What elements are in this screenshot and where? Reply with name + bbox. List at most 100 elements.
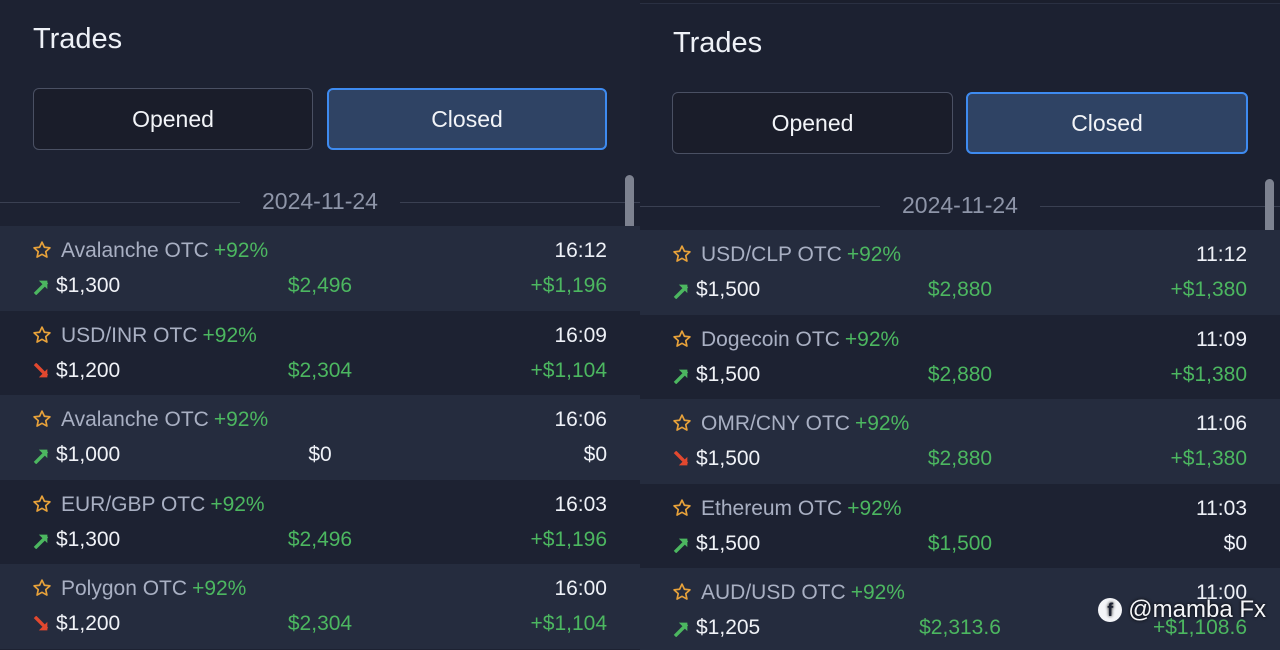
asset-label: AUD/USD OTC <box>701 581 846 605</box>
trade-profit: $0 <box>1223 531 1247 555</box>
payout-percent: +92% <box>844 327 900 351</box>
trade-amount: $1,500 <box>696 362 761 386</box>
trade-profit: +$1,196 <box>530 274 608 297</box>
trade-amount: $1,500 <box>696 447 761 471</box>
arrow-down-icon <box>33 616 50 633</box>
trade-time: 16:00 <box>554 577 607 601</box>
trade-list: USD/CLP OTC +92% 11:12 $1,500 $2,880 +$1,380 D… <box>640 230 1280 650</box>
star-icon[interactable] <box>672 582 692 602</box>
trade-row[interactable]: EUR/GBP OTC +92% 16:03 $1,300 $2,496 +$1,196 <box>0 479 640 565</box>
trade-payout: $1,500 <box>927 531 993 555</box>
star-icon[interactable] <box>32 325 52 345</box>
trade-row[interactable]: USD/INR OTC +92% 16:09 $1,200 $2,304 +$1,104 <box>0 310 640 396</box>
asset-name: Avalanche OTC +92% <box>61 408 268 432</box>
trade-amount: $1,200 <box>56 612 121 636</box>
trade-row[interactable]: AUD/USD OTC +92% 11:00 $1,205 $2,313.6 +$1,10… <box>640 568 1280 650</box>
trade-list: Avalanche OTC +92% 16:12 $1,300 $2,496 +$1,19… <box>0 226 640 649</box>
trade-time: 16:06 <box>554 408 607 432</box>
star-icon[interactable] <box>672 329 692 349</box>
trade-time: 11:00 <box>1196 581 1247 605</box>
date-label: 2024-11-24 <box>262 188 378 214</box>
star-icon[interactable] <box>672 413 692 433</box>
payout-percent: +92% <box>846 243 902 266</box>
star-icon[interactable] <box>32 240 52 260</box>
trade-row[interactable]: Dogecoin OTC +92% 11:09 $1,500 $2,880 +$1,380 <box>640 314 1280 400</box>
trade-profit: +$1,380 <box>1170 362 1248 386</box>
trades-panel-left: Trades Opened Closed 2024-11-24 Avalanch… <box>0 23 640 649</box>
trade-row[interactable]: Ethereum OTC +92% 11:03 $1,500 $1,500 $0 <box>640 483 1280 569</box>
payout-percent: +92% <box>213 408 269 432</box>
star-icon[interactable] <box>32 409 52 429</box>
trade-profit: +$1,380 <box>1170 278 1248 301</box>
date-divider: 2024-11-24 <box>0 185 640 219</box>
trade-payout: $2,880 <box>927 278 993 301</box>
trade-amount: $1,500 <box>696 531 761 555</box>
arrow-up-icon <box>673 282 690 300</box>
trade-amount: $1,300 <box>56 527 121 551</box>
star-icon[interactable] <box>672 498 692 518</box>
trade-amount: $1,000 <box>56 443 121 467</box>
trade-payout: $2,304 <box>287 358 353 382</box>
asset-label: Avalanche OTC <box>61 408 209 432</box>
scrollbar-thumb[interactable] <box>1265 179 1274 243</box>
date-label: 2024-11-24 <box>902 192 1018 218</box>
payout-percent: +92% <box>850 581 905 605</box>
star-icon[interactable] <box>672 244 692 264</box>
asset-name: Avalanche OTC +92% <box>61 239 268 263</box>
asset-label: Avalanche OTC <box>61 239 209 262</box>
star-icon[interactable] <box>32 494 52 514</box>
closed-tab-button[interactable]: Closed <box>966 92 1248 154</box>
payout-percent: +92% <box>847 496 902 520</box>
trade-payout: $2,880 <box>927 362 993 386</box>
scrollbar-thumb[interactable] <box>625 175 634 239</box>
asset-name: AUD/USD OTC +92% <box>701 581 905 605</box>
trade-time: 16:09 <box>554 323 607 347</box>
trade-row[interactable]: USD/CLP OTC +92% 11:12 $1,500 $2,880 +$1,380 <box>640 230 1280 315</box>
arrow-up-icon <box>673 367 690 384</box>
trade-amount: $1,205 <box>696 616 761 640</box>
asset-name: Polygon OTC +92% <box>61 577 246 601</box>
trade-row[interactable]: Avalanche OTC +92% 16:06 $1,000 $0 $0 <box>0 395 640 480</box>
payout-percent: +92% <box>192 577 247 601</box>
trade-time: 11:12 <box>1196 243 1247 266</box>
asset-label: Ethereum OTC <box>701 496 843 520</box>
trade-row[interactable]: Polygon OTC +92% 16:00 $1,200 $2,304 +$1,104 <box>0 564 640 649</box>
trade-time: 11:09 <box>1196 327 1247 351</box>
arrow-down-icon <box>673 450 690 468</box>
trade-time: 11:03 <box>1196 496 1247 520</box>
trade-profit: +$1,104 <box>530 358 608 382</box>
asset-name: Dogecoin OTC +92% <box>701 328 899 352</box>
trade-profit: +$1,380 <box>1170 447 1248 471</box>
date-divider: 2024-11-24 <box>640 189 1280 223</box>
trade-payout: $2,304 <box>287 612 353 636</box>
divider-line <box>0 202 240 203</box>
asset-label: Dogecoin OTC <box>701 327 840 351</box>
arrow-up-icon <box>33 278 50 296</box>
asset-label: Polygon OTC <box>61 577 188 601</box>
trade-row[interactable]: OMR/CNY OTC +92% 11:06 $1,500 $2,880 +$1,380 <box>640 399 1280 484</box>
asset-label: USD/CLP OTC <box>701 243 842 266</box>
trade-payout: $2,496 <box>287 274 353 297</box>
trade-amount: $1,300 <box>56 274 121 297</box>
trade-amount: $1,500 <box>696 278 761 301</box>
asset-name: OMR/CNY OTC +92% <box>701 412 909 436</box>
payout-percent: +92% <box>854 412 910 436</box>
trade-time: 11:06 <box>1196 412 1247 436</box>
trades-panel-right: Trades Opened Closed 2024-11-24 USD/CLP … <box>640 3 1280 650</box>
trade-profit: +$1,196 <box>530 527 608 551</box>
opened-tab-button[interactable]: Opened <box>672 92 953 154</box>
trade-payout: $2,496 <box>287 527 353 551</box>
trade-time: 16:12 <box>554 239 607 262</box>
facebook-icon: f <box>1098 598 1123 622</box>
divider-line <box>640 206 880 207</box>
asset-label: OMR/CNY OTC <box>701 412 850 436</box>
trade-payout: $2,313.6 <box>919 616 1001 640</box>
opened-tab-button[interactable]: Opened <box>33 88 313 150</box>
trade-profit: +$1,104 <box>530 612 608 636</box>
closed-tab-button[interactable]: Closed <box>327 88 607 150</box>
arrow-up-icon <box>33 532 50 550</box>
trade-row[interactable]: Avalanche OTC +92% 16:12 $1,300 $2,496 +$1,19… <box>0 226 640 311</box>
star-icon[interactable] <box>32 578 52 598</box>
asset-label: USD/INR OTC <box>61 323 198 347</box>
trade-time: 16:03 <box>554 492 607 516</box>
